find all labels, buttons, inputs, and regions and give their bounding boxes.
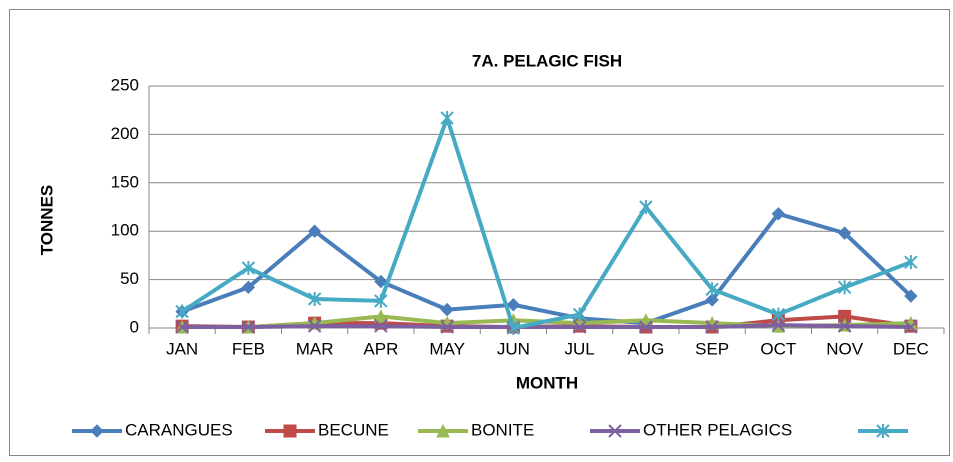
x-tick-label: MAY — [429, 339, 465, 358]
chart-title: 7A. PELAGIC FISH — [472, 51, 622, 70]
line — [182, 323, 911, 330]
x-tick-label: OCT — [760, 339, 796, 358]
marker — [904, 320, 918, 334]
line — [181, 115, 912, 330]
x-tick-label: AUG — [627, 339, 664, 358]
line — [181, 211, 913, 326]
x-tick-label: DEC — [893, 339, 929, 358]
marker — [705, 293, 719, 307]
legend-label: CARANGUES — [125, 420, 233, 439]
x-tick-label: FEB — [232, 339, 265, 358]
marker — [608, 424, 622, 438]
x-axis-label: MONTH — [516, 373, 578, 392]
x-tick-label: NOV — [826, 339, 864, 358]
marker — [374, 319, 388, 333]
marker — [639, 320, 653, 334]
marker — [440, 302, 454, 317]
marker — [506, 321, 521, 335]
x-tick-label: SEP — [695, 339, 729, 358]
marker — [639, 200, 653, 214]
marker — [374, 309, 388, 323]
y-tick-label: 150 — [111, 172, 139, 191]
marker — [506, 298, 521, 312]
marker — [904, 255, 918, 270]
marker — [307, 224, 322, 238]
marker — [283, 424, 297, 438]
y-tick-label: 250 — [111, 75, 139, 94]
legend-label: BONITE — [471, 420, 534, 439]
marker — [440, 110, 454, 125]
marker — [307, 319, 322, 333]
x-tick-label: JAN — [166, 339, 198, 358]
y-tick-label: 100 — [111, 221, 139, 240]
x-tick-label: JUL — [565, 339, 595, 358]
marker — [175, 304, 189, 319]
marker — [705, 320, 719, 334]
marker — [771, 207, 786, 221]
marker — [876, 424, 890, 438]
marker — [436, 423, 450, 438]
y-tick-label: 200 — [111, 124, 139, 143]
marker — [374, 274, 388, 289]
marker — [90, 424, 104, 438]
y-axis-label: TONNES — [37, 185, 56, 256]
marker — [241, 280, 256, 295]
marker — [771, 318, 786, 332]
marker — [837, 280, 852, 295]
marker — [705, 282, 719, 297]
y-tick-label: 50 — [120, 269, 139, 288]
marker — [838, 309, 852, 323]
marker — [241, 320, 256, 334]
marker — [374, 293, 388, 308]
marker — [572, 320, 587, 334]
x-tick-label: JUN — [497, 339, 530, 358]
marker — [837, 319, 852, 333]
marker — [837, 226, 852, 240]
x-tick-label: APR — [363, 339, 398, 358]
marker — [307, 291, 322, 306]
legend-label: BECUNE — [318, 420, 389, 439]
marker — [175, 320, 189, 334]
marker — [572, 307, 587, 322]
marker — [440, 320, 454, 334]
legend-label: OTHER PELAGICS — [643, 420, 792, 439]
chart-border — [9, 9, 950, 456]
y-tick-label: 0 — [130, 317, 139, 336]
marker — [771, 307, 786, 322]
marker — [241, 260, 256, 275]
marker — [904, 289, 918, 303]
x-tick-label: MAR — [296, 339, 334, 358]
